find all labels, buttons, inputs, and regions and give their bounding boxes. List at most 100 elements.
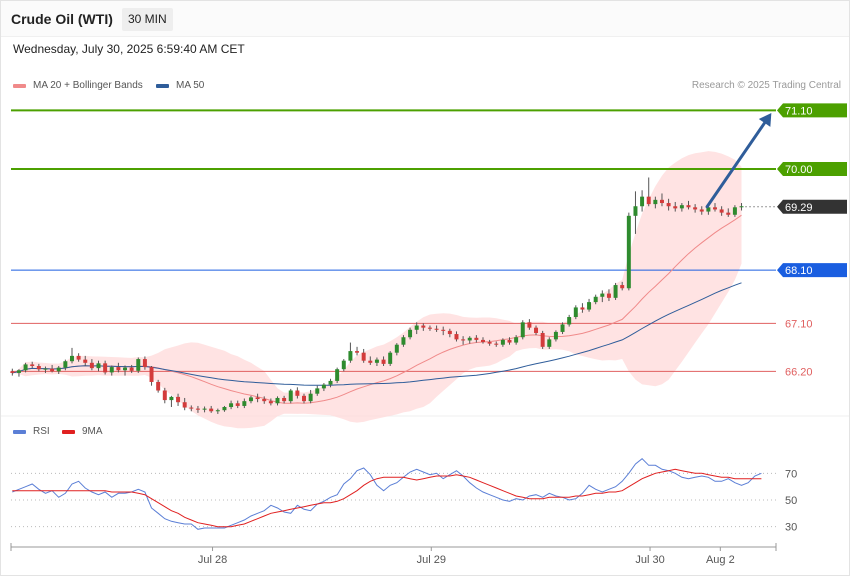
candle [288,388,293,404]
candle-body [189,407,194,409]
candle [421,323,426,331]
price-tag-bg [777,103,847,118]
candle-body [659,199,664,204]
candle-body [732,207,737,215]
candle [195,405,200,413]
candle-body [209,408,214,412]
candle-body [706,207,711,212]
candle-body [646,196,651,205]
candle [89,359,94,371]
candle-body [36,366,41,370]
candle-body [63,361,68,368]
candle [732,205,737,217]
candle [434,325,439,332]
candle [633,191,638,234]
candle [229,400,234,410]
candle-body [123,367,128,371]
candle-body [626,215,631,289]
candle [414,322,419,335]
candle-body [474,337,479,340]
candle [534,325,539,336]
candle [739,203,744,211]
candle-body [408,329,413,338]
candle [600,290,605,303]
candle [659,193,664,207]
candle-body [83,359,88,363]
candle-body [149,367,154,382]
candle [487,339,492,346]
candle-body [540,332,545,347]
candle [679,203,684,212]
candle [494,341,499,347]
rsi-line-9ma [12,468,762,528]
candle [103,360,108,375]
legend-label-rsi: RSI [33,426,50,437]
legend-swatch-9ma [62,429,75,434]
candle-body [567,317,572,325]
candle [83,355,88,367]
candle-body [600,293,605,297]
candle-body [156,381,161,391]
candle [653,196,658,209]
candle-body [169,396,174,401]
target-arrow-head [758,113,772,127]
candle [620,281,625,291]
candle-body [434,328,439,330]
candle-body [401,337,406,345]
rsi-tick-label: 30 [785,522,797,534]
candle-body [613,285,618,298]
candle-body [315,388,320,394]
candle-body [321,384,326,389]
candle [209,405,214,413]
candle-body [739,206,744,208]
candle [275,396,280,406]
candle [673,201,678,212]
chart-header: Crude Oil (WTI) 30 MIN [1,1,849,37]
candle-body [43,368,48,370]
candle-body [255,397,260,400]
candle-body [302,395,306,402]
candle [156,379,161,393]
candle [467,336,472,344]
candle [30,361,35,369]
timeframe-button[interactable]: 30 MIN [122,8,173,31]
candle [56,366,61,374]
candle-body [109,367,114,373]
candle [149,366,154,386]
candle [626,212,631,291]
candle-body [56,367,61,372]
candle [507,337,512,345]
candle [646,177,651,207]
x-tick-label: Aug 2 [706,554,735,566]
candle-body [693,207,698,210]
candle [474,335,479,343]
rsi-line-rsi [12,458,762,530]
candle [222,405,227,412]
candle-body [587,302,592,310]
candle-body [573,307,578,318]
candle-body [16,370,21,373]
candle [461,336,466,345]
candle [361,348,366,363]
candle-body [713,207,718,210]
candle [520,320,525,340]
candle [162,387,167,404]
candle [321,383,326,392]
candle [348,342,353,363]
candle [587,298,592,312]
candle-body [487,342,492,344]
candle [441,326,446,336]
candle-body [447,330,452,335]
candle-body [308,393,313,402]
candle [315,385,320,396]
candle [262,396,267,404]
candle [248,395,253,404]
candle-body [500,339,505,345]
candle [189,405,194,412]
candle [182,397,187,411]
candle-body [719,209,724,213]
candle [43,366,48,373]
candle-body [275,397,280,404]
candle-body [89,362,94,369]
candle [255,393,260,403]
